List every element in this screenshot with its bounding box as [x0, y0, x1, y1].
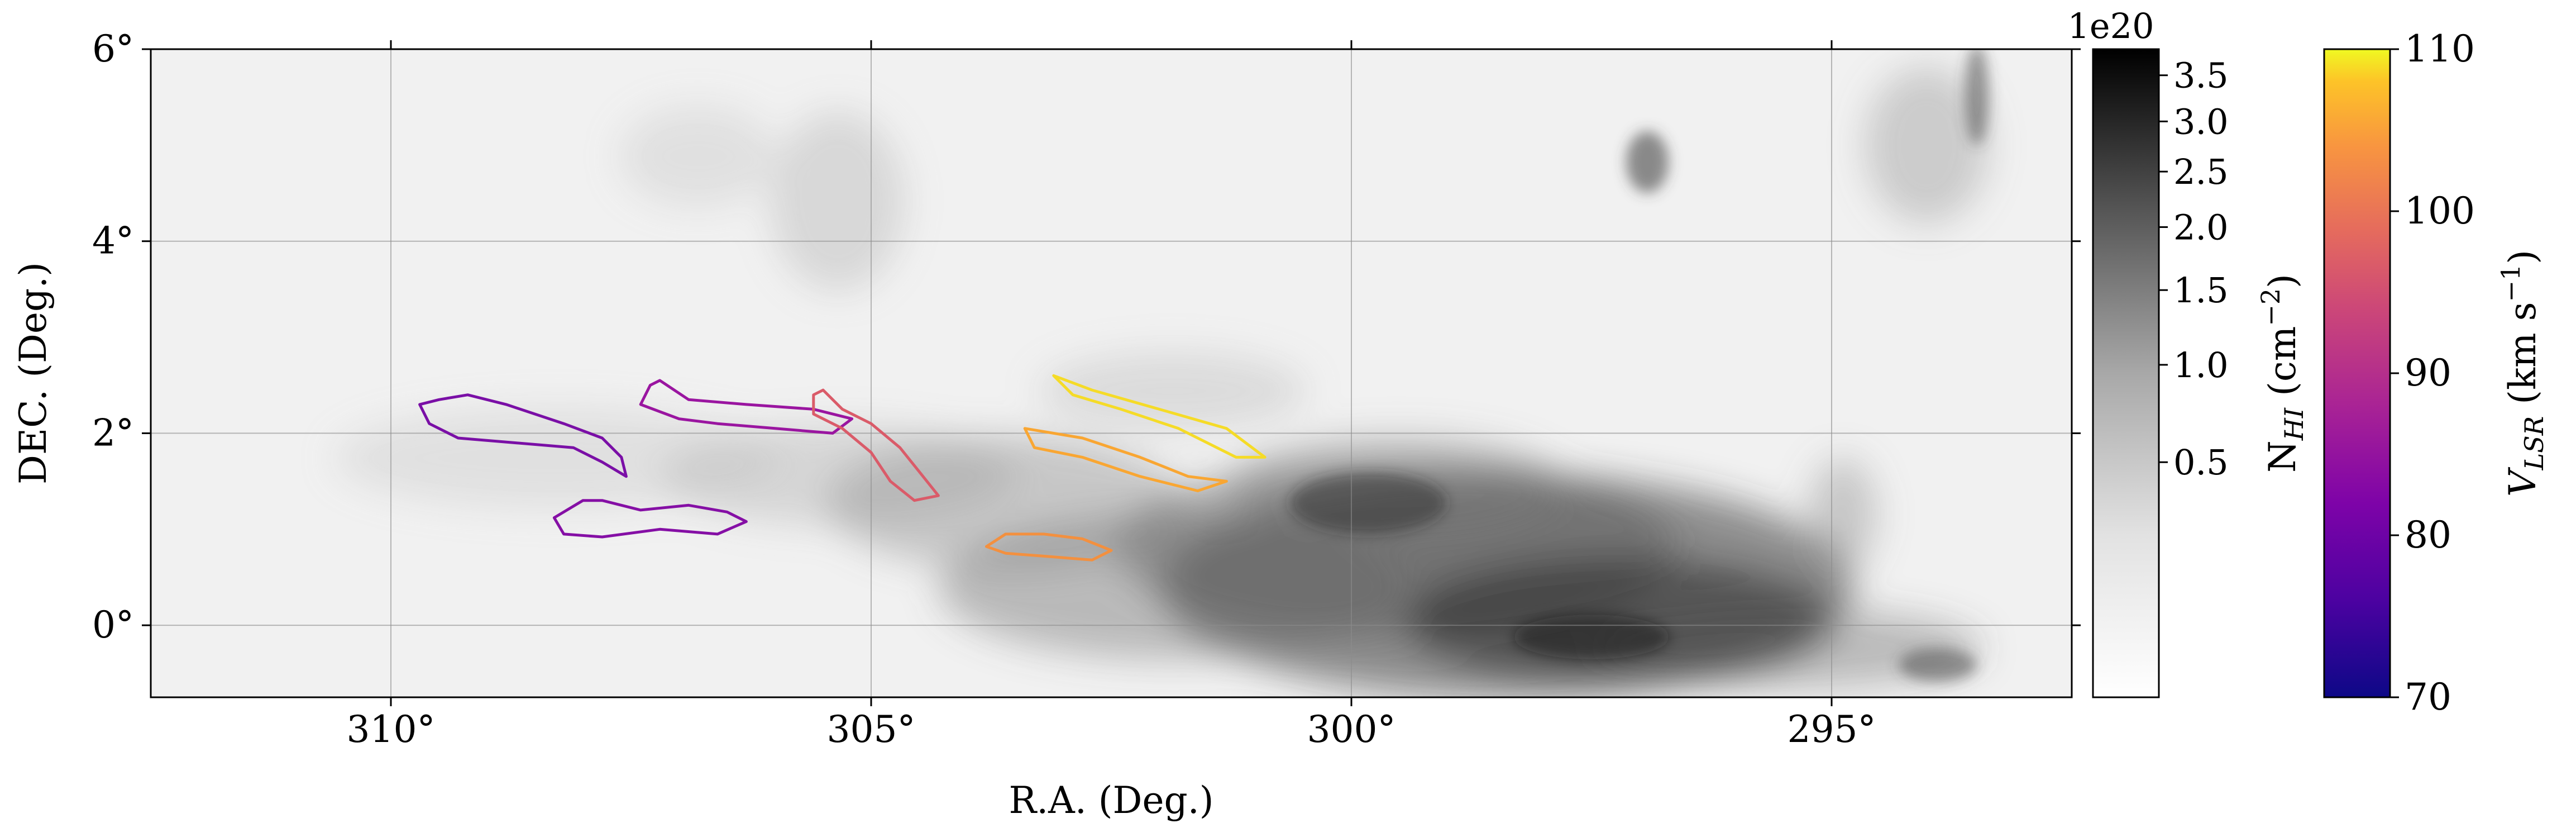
vlsr-tick-label: 110 [2405, 27, 2475, 70]
y-tick-label: 6° [92, 27, 134, 70]
cloud-contour [984, 532, 1113, 562]
x-axis-ticks: 310° 305° 300° 295° [347, 40, 1876, 751]
nhi-map [150, 48, 2073, 698]
cloud-contour [812, 388, 940, 502]
nhi-tick-label: 2.0 [2173, 207, 2229, 248]
nhi-colorbar-ticks: 0.5 1.0 1.5 2.0 2.5 3.0 3.5 [2159, 55, 2229, 483]
vlsr-tick-label: 70 [2405, 675, 2451, 719]
nhi-tick-label: 1.0 [2173, 345, 2229, 386]
cloud-contour [1052, 374, 1267, 459]
cloud-contour [552, 499, 748, 539]
vlsr-colorbar: 70 80 90 100 110 VLSR (km s−1) [2323, 27, 2549, 719]
nhi-colorbar: 0.5 1.0 1.5 2.0 2.5 3.0 3.5 1e20 NHI (cm−2) [2067, 6, 2309, 698]
nhi-tick-label: 0.5 [2173, 442, 2229, 483]
cloud-contour [418, 393, 628, 478]
nhi-colorbar-offset: 1e20 [2067, 6, 2154, 46]
y-tick-label: 2° [92, 411, 134, 454]
y-tick-label: 4° [92, 220, 134, 263]
vlsr-colorbar-label: VLSR (km s−1) [2496, 250, 2549, 497]
nhi-tick-label: 1.5 [2173, 270, 2229, 311]
vlsr-colorbar-ticks: 70 80 90 100 110 [2390, 27, 2475, 719]
y-tick-label: 0° [92, 603, 134, 646]
x-axis-label: R.A. (Deg.) [1009, 779, 1214, 822]
x-tick-label: 310° [347, 708, 436, 751]
cloud-contour [1023, 427, 1228, 492]
vlsr-tick-label: 90 [2405, 351, 2451, 394]
cloud-contour [639, 379, 854, 435]
vlsr-colorbar-gradient [2323, 48, 2391, 698]
x-tick-label: 300° [1307, 708, 1396, 751]
nhi-tick-label: 3.5 [2173, 55, 2229, 96]
nhi-colorbar-gradient [2092, 48, 2160, 698]
y-axis-ticks: 0° 2° 4° 6° [92, 27, 2081, 646]
nhi-colorbar-label: NHI (cm−2) [2255, 274, 2309, 473]
cloud-contours [418, 374, 1267, 562]
x-tick-label: 295° [1788, 708, 1876, 751]
y-axis-label: DEC. (Deg.) [12, 262, 55, 484]
map-frame [150, 48, 2073, 698]
nhi-tick-label: 3.0 [2173, 101, 2229, 142]
vlsr-tick-label: 100 [2405, 189, 2475, 232]
nhi-tick-label: 2.5 [2173, 151, 2229, 192]
vlsr-tick-label: 80 [2405, 513, 2451, 556]
x-tick-label: 305° [827, 708, 916, 751]
